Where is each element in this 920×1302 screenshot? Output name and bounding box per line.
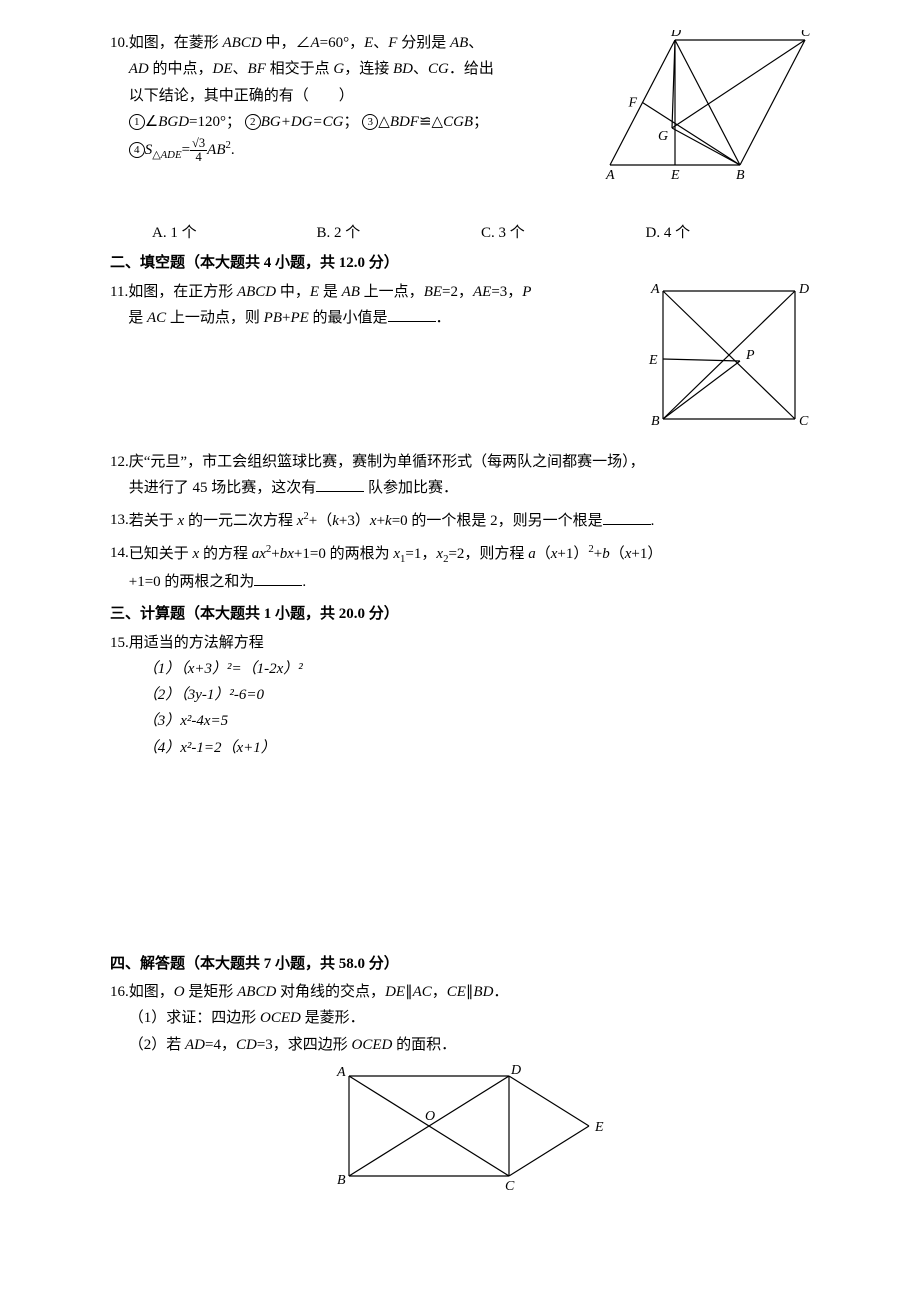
q12-blank <box>316 476 364 492</box>
q10-line2: AD 的中点，DE、BF 相交于点 G，连接 BD、CG．给出 <box>129 56 588 82</box>
svg-text:O: O <box>425 1109 435 1124</box>
svg-text:C: C <box>799 414 809 429</box>
question-10: 10. 如图，在菱形 ABCD 中，∠A=60°，E、F 分别是 AB、 AD … <box>110 30 810 180</box>
q10-line3: 以下结论，其中正确的有（ ） <box>129 83 588 109</box>
svg-text:C: C <box>801 30 810 40</box>
q16-given: 如图，O 是矩形 ABCD 对角线的交点，DE∥AC，CE∥BD． <box>129 979 810 1005</box>
svg-text:A: A <box>336 1065 346 1080</box>
q10-line1: 如图，在菱形 ABCD 中，∠A=60°，E、F 分别是 AB、 <box>129 30 588 56</box>
svg-text:D: D <box>510 1063 521 1078</box>
q15-eq1: （1）（x+3）²=（1-2x）² <box>143 656 810 682</box>
section-2-heading: 二、填空题（本大题共 4 小题，共 12.0 分） <box>110 250 810 276</box>
q12-line1: 庆“元旦”，市工会组织篮球比赛，赛制为单循环形式（每两队之间都赛一场）， <box>129 449 810 475</box>
q14-line2: +1=0 的两根之和为. <box>129 569 810 595</box>
q10-option-b: B. 2 个 <box>317 220 482 246</box>
q16-part1: （1）求证：四边形 OCED 是菱形． <box>129 1005 810 1031</box>
q16-number: 16. <box>110 979 129 1005</box>
svg-text:B: B <box>651 414 660 429</box>
question-12: 12. 庆“元旦”，市工会组织篮球比赛，赛制为单循环形式（每两队之间都赛一场），… <box>110 449 810 502</box>
q11-number: 11. <box>110 279 128 305</box>
svg-text:A: A <box>650 282 660 297</box>
q10-option-c: C. 3 个 <box>481 220 646 246</box>
q12-line2: 共进行了 45 场比赛，这次有 队参加比赛． <box>129 475 810 501</box>
q10-option-a: A. 1 个 <box>152 220 317 246</box>
q10-figure: A E B D C F G <box>600 30 810 180</box>
q11-figure: A D B C E P <box>645 279 810 429</box>
q12-number: 12. <box>110 449 129 475</box>
question-11: 11. 如图，在正方形 ABCD 中，E 是 AB 上一点，BE=2，AE=3，… <box>110 279 810 429</box>
question-16: 16. 如图，O 是矩形 ABCD 对角线的交点，DE∥AC，CE∥BD． （1… <box>110 979 810 1192</box>
section-4-heading: 四、解答题（本大题共 7 小题，共 58.0 分） <box>110 951 810 977</box>
svg-text:E: E <box>594 1120 604 1135</box>
q15-eq4: （4）x²-1=2（x+1） <box>143 735 810 761</box>
q15-number: 15. <box>110 630 129 656</box>
q11-blank <box>388 306 436 322</box>
q13-number: 13. <box>110 507 129 533</box>
q15-title: 用适当的方法解方程 <box>129 630 810 656</box>
q10-number: 10. <box>110 30 129 56</box>
svg-text:B: B <box>736 168 745 180</box>
q14-number: 14. <box>110 540 129 566</box>
q11-line2: 是 AC 上一动点，则 PB+PE 的最小值是． <box>128 305 633 331</box>
q11-line1: 如图，在正方形 ABCD 中，E 是 AB 上一点，BE=2，AE=3，P <box>128 279 633 305</box>
q15-eq3: （3）x²-4x=5 <box>143 708 810 734</box>
question-13: 13. 若关于 x 的一元二次方程 x2+（k+3）x+k=0 的一个根是 2，… <box>110 507 810 534</box>
svg-text:F: F <box>628 96 638 111</box>
q10-statements: 1∠BGD=120°； 2BG+DG=CG； 3△BDF≌△CGB； <box>129 109 588 135</box>
q14-line1: 已知关于 x 的方程 ax2+bx+1=0 的两根为 x1=1，x2=2，则方程… <box>129 540 810 569</box>
q10-option-d: D. 4 个 <box>646 220 811 246</box>
q10-body: 如图，在菱形 ABCD 中，∠A=60°，E、F 分别是 AB、 AD 的中点，… <box>129 30 810 180</box>
svg-text:P: P <box>745 348 755 363</box>
q10-statement4: 4S△ADE=√34AB2. <box>129 135 588 167</box>
q14-blank <box>254 570 302 586</box>
q13-blank <box>603 509 651 525</box>
section-3-heading: 三、计算题（本大题共 1 小题，共 20.0 分） <box>110 601 810 627</box>
svg-text:E: E <box>648 353 658 368</box>
svg-text:D: D <box>670 30 681 40</box>
q13-text: 若关于 x 的一元二次方程 x2+（k+3）x+k=0 的一个根是 2，则另一个… <box>129 507 810 534</box>
svg-text:E: E <box>670 168 680 180</box>
q16-part2: （2）若 AD=4，CD=3，求四边形 OCED 的面积． <box>129 1032 810 1058</box>
svg-text:G: G <box>658 129 668 144</box>
q16-figure: A D B C O E <box>129 1062 810 1192</box>
svg-text:D: D <box>798 282 809 297</box>
svg-text:C: C <box>505 1179 515 1192</box>
q15-eq2: （2）（3y-1）²-6=0 <box>143 682 810 708</box>
q10-options: A. 1 个 B. 2 个 C. 3 个 D. 4 个 <box>152 220 810 246</box>
svg-text:A: A <box>605 168 615 180</box>
question-14: 14. 已知关于 x 的方程 ax2+bx+1=0 的两根为 x1=1，x2=2… <box>110 540 810 595</box>
svg-text:B: B <box>337 1173 346 1188</box>
question-15: 15. 用适当的方法解方程 （1）（x+3）²=（1-2x）² （2）（3y-1… <box>110 630 810 761</box>
